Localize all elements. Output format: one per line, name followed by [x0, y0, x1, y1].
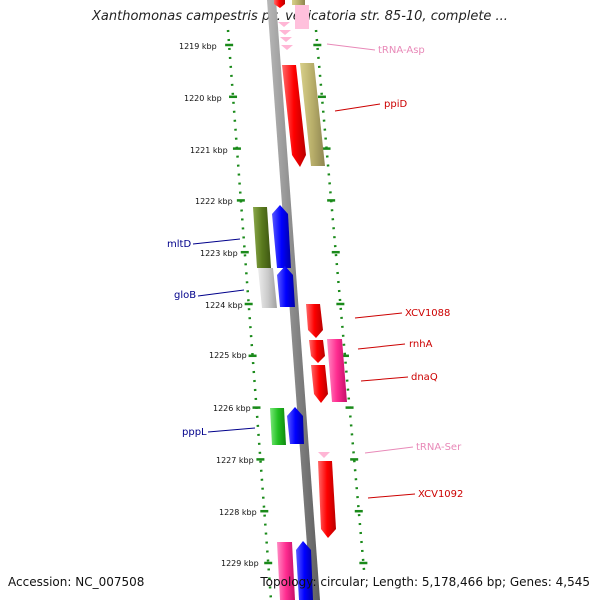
gene-pppl[interactable]	[270, 408, 286, 445]
tick-label-1219: 1219 kbp	[179, 42, 217, 51]
genome-summary-text: Topology: circular; Length: 5,178,466 bp…	[260, 575, 590, 589]
label-leader-lines	[192, 43, 416, 499]
gene-blue-pppl-strand[interactable]	[287, 407, 304, 444]
gene-rnha[interactable]	[309, 340, 325, 363]
tick-label-1229: 1229 kbp	[221, 559, 259, 568]
tick-dashes	[225, 43, 368, 565]
gene-dnaq[interactable]	[311, 365, 328, 403]
gene-top-olive-partial	[292, 0, 305, 5]
label-trna-asp[interactable]: tRNA-Asp	[378, 45, 425, 56]
trna-asp-feature[interactable]	[278, 5, 309, 50]
gene-glob[interactable]	[258, 268, 277, 308]
tick-label-1221: 1221 kbp	[190, 146, 228, 155]
tick-label-1227: 1227 kbp	[216, 456, 254, 465]
label-ppid[interactable]: ppiD	[384, 99, 407, 110]
tick-label-1220: 1220 kbp	[184, 94, 222, 103]
gene-ppid[interactable]	[300, 63, 325, 166]
label-xcv1092[interactable]: XCV1092	[418, 489, 463, 500]
gene-red-ppid-region[interactable]	[282, 65, 306, 167]
label-trna-ser[interactable]: tRNA-Ser	[416, 442, 462, 453]
label-dnaq[interactable]: dnaQ	[411, 372, 438, 383]
tick-label-1226: 1226 kbp	[213, 404, 251, 413]
label-glob[interactable]: gloB	[174, 290, 196, 301]
tick-labels: 1219 kbp 1220 kbp 1221 kbp 1222 kbp 1223…	[179, 42, 259, 568]
outer-dotted-ring	[314, 29, 366, 571]
gene-blue-bottom[interactable]	[296, 541, 313, 600]
label-pppl[interactable]: pppL	[182, 427, 207, 438]
tick-label-1228: 1228 kbp	[219, 508, 257, 517]
gene-top-red-partial	[274, 0, 285, 8]
gene-blue-mltd-strand[interactable]	[272, 205, 291, 268]
gene-xcv1092[interactable]	[318, 461, 336, 538]
tick-label-1223: 1223 kbp	[200, 249, 238, 258]
gene-mltd[interactable]	[253, 207, 271, 268]
tick-label-1224: 1224 kbp	[205, 301, 243, 310]
gene-labels: tRNA-Asp ppiD mltD gloB XCV1088 rnhA dna…	[167, 45, 463, 500]
gene-pink-rnha-strand[interactable]	[327, 339, 347, 402]
gene-xcv1088[interactable]	[306, 304, 323, 338]
trna-ser-feature[interactable]	[318, 452, 330, 458]
tick-label-1225: 1225 kbp	[209, 351, 247, 360]
accession-text: Accession: NC_007508	[8, 575, 145, 589]
gene-blue-glob-strand[interactable]	[277, 266, 295, 307]
tick-label-1222: 1222 kbp	[195, 197, 233, 206]
label-mltd[interactable]: mltD	[167, 239, 191, 250]
label-xcv1088[interactable]: XCV1088	[405, 308, 450, 319]
label-rnha[interactable]: rnhA	[409, 339, 433, 350]
gene-pink-bottom[interactable]	[277, 542, 295, 600]
